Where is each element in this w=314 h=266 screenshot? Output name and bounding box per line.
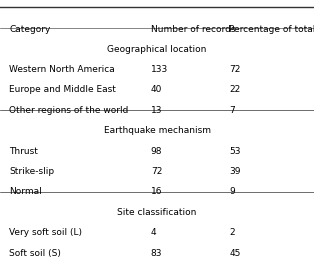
Text: Number of records: Number of records	[151, 26, 235, 35]
Text: 40: 40	[151, 85, 162, 94]
Text: Earthquake mechanism: Earthquake mechanism	[104, 126, 210, 135]
Text: Thrust: Thrust	[9, 147, 38, 156]
Text: Category: Category	[9, 26, 51, 35]
Text: 39: 39	[229, 167, 241, 176]
Text: Percentage of total: Percentage of total	[229, 26, 314, 35]
Text: 133: 133	[151, 65, 168, 74]
Text: 16: 16	[151, 188, 162, 197]
Text: Very soft soil (L): Very soft soil (L)	[9, 228, 82, 237]
Text: 9: 9	[229, 188, 235, 197]
Text: 4: 4	[151, 228, 156, 237]
Text: Geographical location: Geographical location	[107, 44, 207, 53]
Text: Soft soil (S): Soft soil (S)	[9, 249, 61, 258]
Text: Site classification: Site classification	[117, 208, 197, 217]
Text: 53: 53	[229, 147, 241, 156]
Text: 83: 83	[151, 249, 162, 258]
Text: Other regions of the world: Other regions of the world	[9, 106, 129, 115]
Text: Europe and Middle East: Europe and Middle East	[9, 85, 116, 94]
Text: 22: 22	[229, 85, 241, 94]
Text: 2: 2	[229, 228, 235, 237]
Text: 72: 72	[151, 167, 162, 176]
Text: 98: 98	[151, 147, 162, 156]
Text: Normal: Normal	[9, 188, 42, 197]
Text: 72: 72	[229, 65, 241, 74]
Text: 7: 7	[229, 106, 235, 115]
Text: Strike-slip: Strike-slip	[9, 167, 55, 176]
Text: 13: 13	[151, 106, 162, 115]
Text: Western North America: Western North America	[9, 65, 115, 74]
Text: 45: 45	[229, 249, 241, 258]
